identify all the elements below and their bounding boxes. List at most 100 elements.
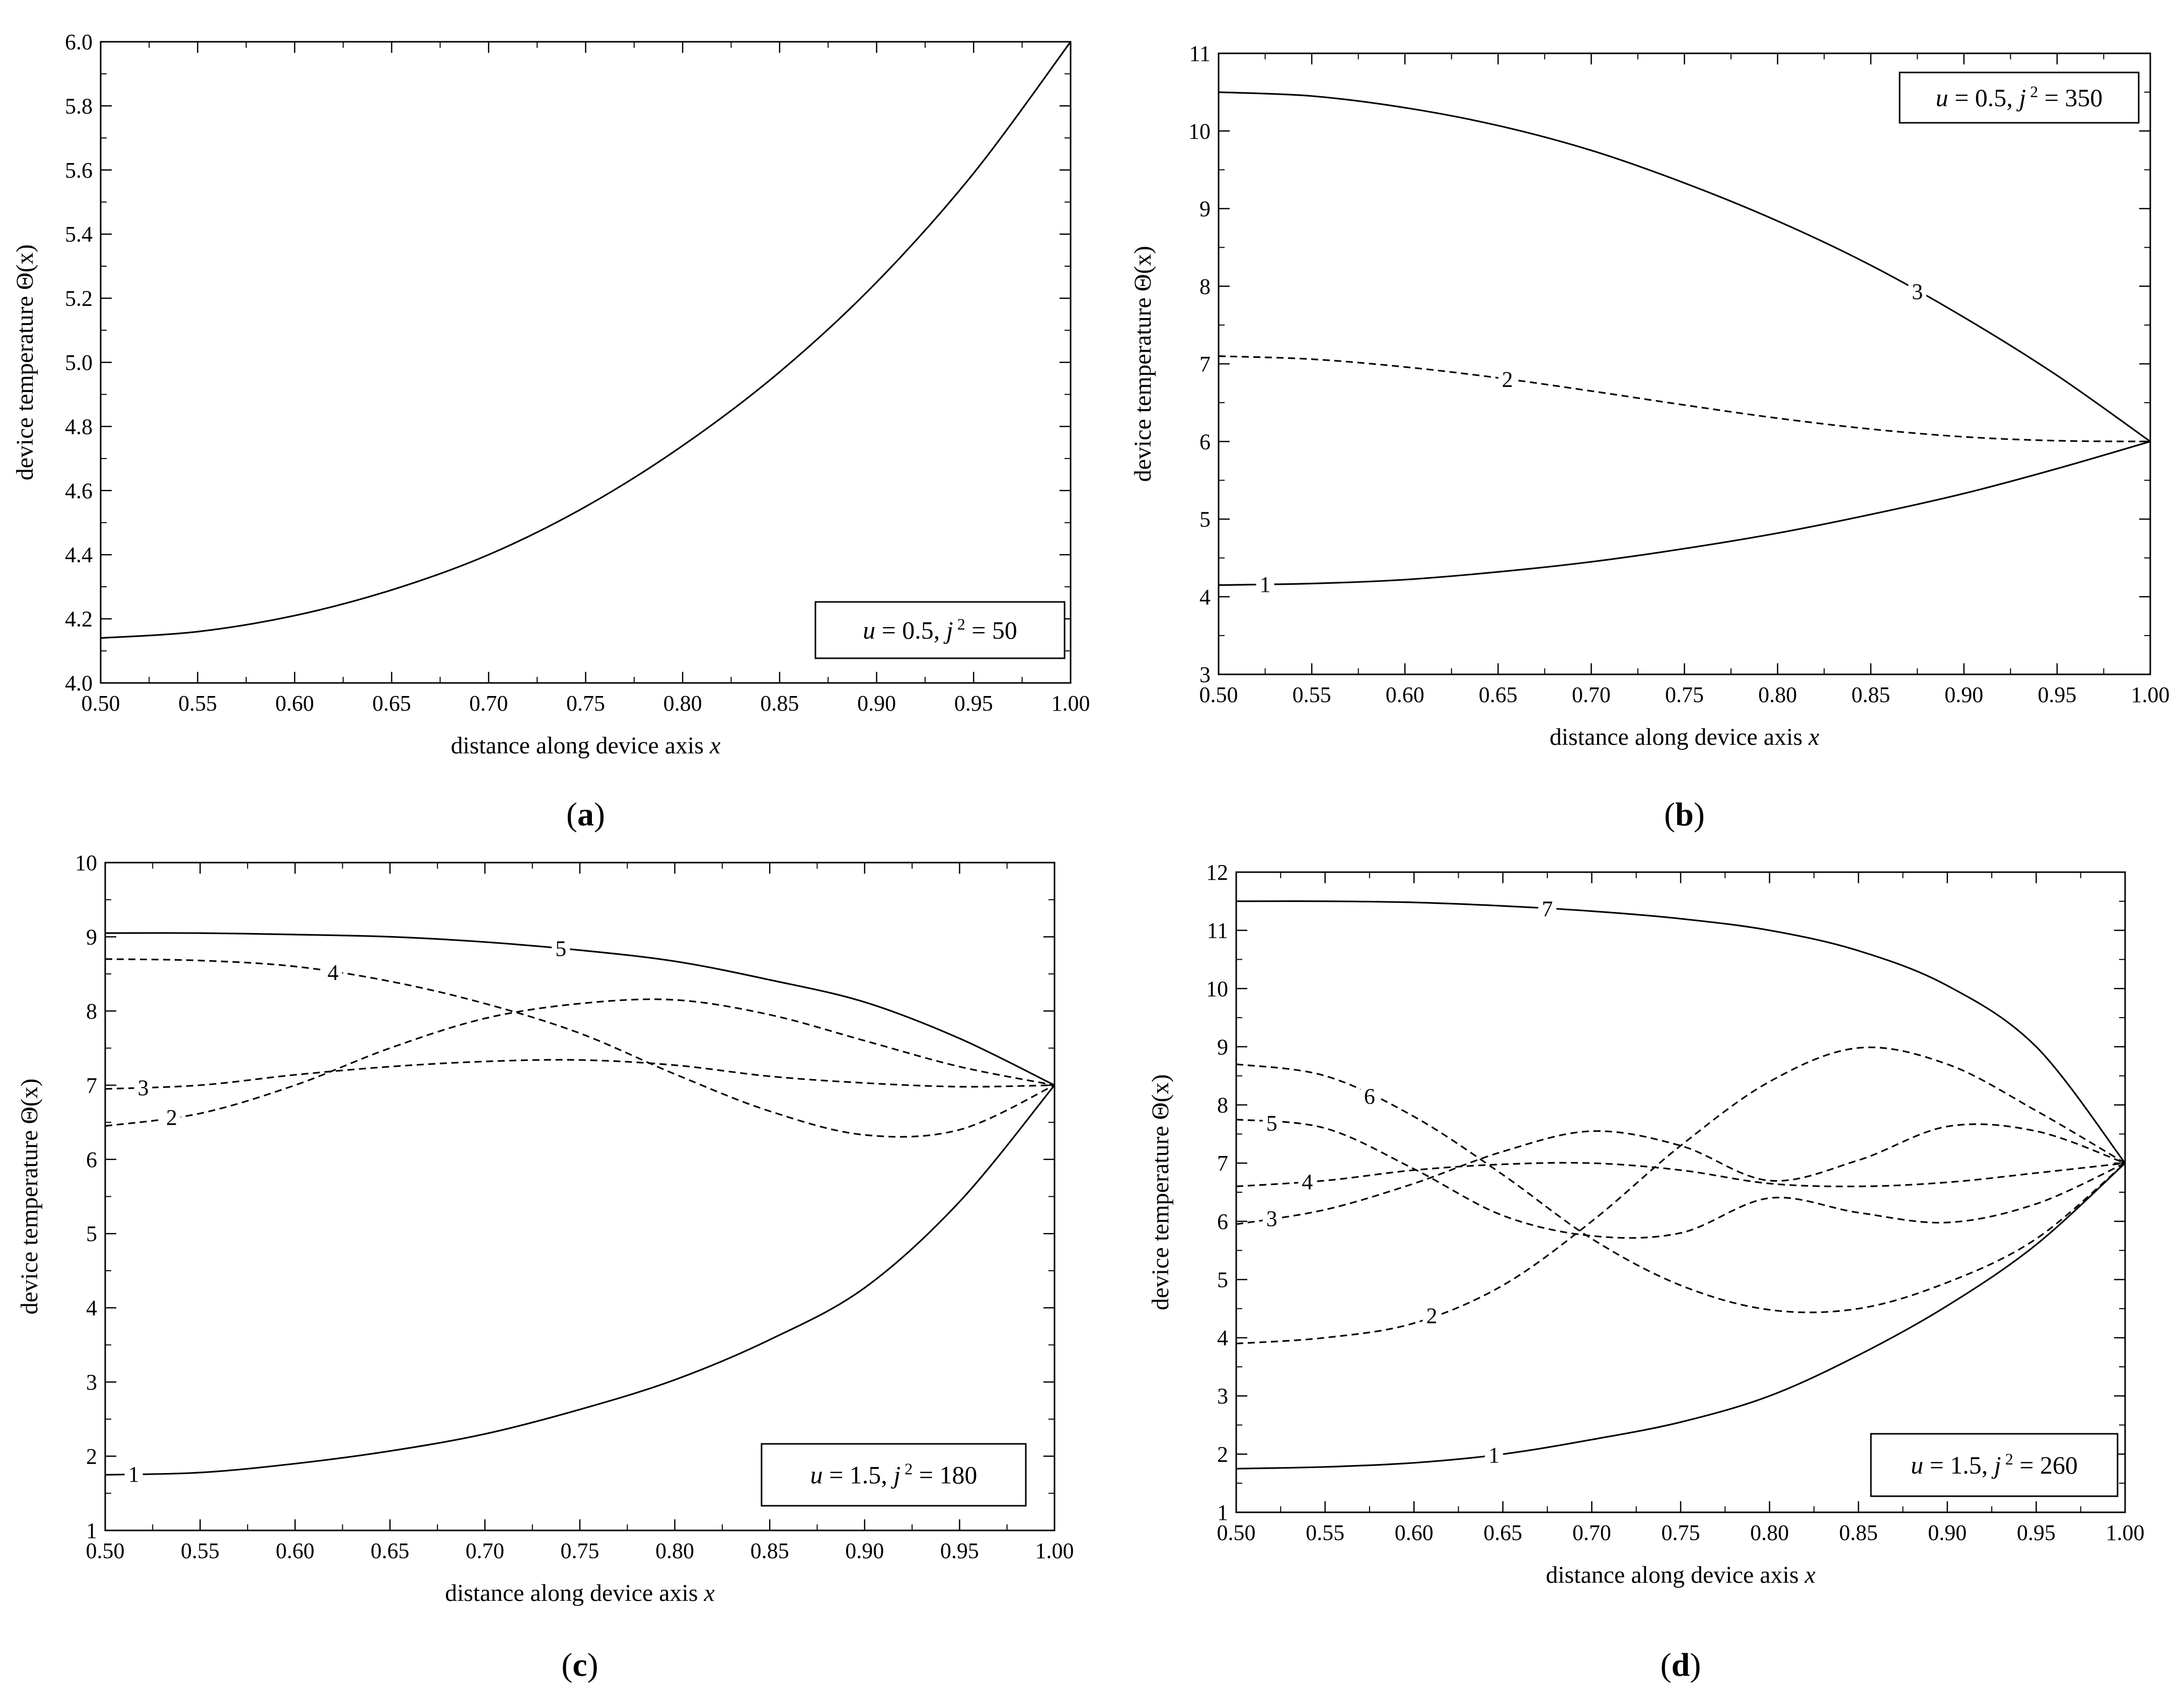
legend-text: u = 0.5, j 2 = 50 [863,615,1017,644]
y-tick-label: 4.8 [65,414,93,439]
panel-label-letter: b [1675,796,1694,833]
curve-label-mask [134,1074,153,1100]
x-tick-label: 0.75 [1662,1520,1700,1545]
y-axis-variable: Θ(x) [1129,246,1156,291]
legend-box [1899,71,2140,124]
series-line-3 [1218,91,2151,442]
panel-label-close: ) [1690,1647,1701,1683]
plot-frame [1235,871,2126,1513]
y-tick-label: 6 [1199,429,1211,454]
y-axis-label: device temperature Θ(x) [12,244,38,480]
y-axis-label: device temperature Θ(x) [1147,1074,1174,1310]
y-tick-label: 5.4 [65,222,93,247]
x-axis-label: distance along device axis x [445,1580,715,1606]
y-tick-label: 1 [1217,1500,1228,1525]
y-tick-label: 12 [1206,860,1228,885]
x-tick-label: 0.65 [372,691,411,716]
y-tick-label: 7 [86,1073,97,1098]
x-tick-label: 0.50 [1217,1520,1256,1545]
series-line-main [100,41,1072,639]
x-tick-label: 1.00 [1051,691,1090,716]
curve-label-6: 6 [1364,1084,1375,1109]
legend-j-exponent: 2 [2026,83,2038,101]
x-tick-label: 0.80 [663,691,702,716]
curve-label-1: 1 [1260,572,1271,597]
x-tick-label: 0.80 [1758,682,1797,707]
y-tick-label: 2 [86,1444,97,1469]
y-tick-label: 4.4 [65,543,93,567]
x-tick-label: 0.65 [1479,682,1518,707]
curve-label-4: 4 [1302,1170,1313,1194]
y-tick-label: 10 [1188,119,1211,143]
curve-label-mask [1256,571,1274,597]
curve-label-3: 3 [137,1075,148,1100]
x-axis-title: distance along device axis [1550,724,1809,750]
panel-label: (d) [1661,1647,1701,1683]
legend-j-exponent: 2 [2001,1450,2013,1468]
x-tick-label: 0.95 [2038,682,2076,707]
x-tick-label: 0.50 [86,1538,125,1563]
x-axis-title: distance along device axis [445,1580,704,1606]
curve-label-3: 3 [1266,1206,1277,1231]
x-tick-label: 1.00 [2131,682,2170,707]
x-tick-label: 0.60 [275,691,314,716]
series-line-4 [105,958,1055,1138]
x-tick-label: 0.85 [750,1538,789,1563]
y-axis-variable: Θ(x) [12,244,38,290]
curve-label-2: 2 [1502,367,1513,392]
chart-panel-b: 0.50 0.55 0.60 0.65 0.70 0.75 0.80 0.85 0.90 0.95… [1129,41,2170,833]
legend-u-eq: = [1923,1451,1950,1479]
chart-panel-c: 0.50 0.55 0.60 0.65 0.70 0.75 0.80 0.85 0.90 0.95… [16,851,1074,1683]
curve-label-2: 2 [1426,1303,1438,1328]
series-line-1 [1218,440,2151,586]
x-tick-label: 0.55 [1293,682,1331,707]
legend-u-symbol: u [1936,84,1948,112]
series-line-2 [1236,1046,2126,1345]
legend-j-eq: = [2013,1451,2040,1479]
panel-label-open: ( [561,1647,572,1683]
legend-sep: , [1982,1451,1994,1479]
x-axis-label: distance along device axis x [1550,724,1820,750]
y-tick-label: 9 [1217,1035,1228,1059]
y-tick-label: 5 [1199,507,1211,532]
curve-label-mask [552,935,570,961]
legend-u-symbol: u [1911,1451,1923,1479]
series-line-5 [1236,1118,2126,1239]
x-tick-label: 0.85 [1851,682,1890,707]
panel-label: (c) [561,1647,598,1683]
x-tick-label: 1.00 [2106,1520,2145,1545]
x-tick-label: 0.65 [1483,1520,1522,1545]
x-tick-label: 0.95 [954,691,993,716]
legend-u-value: 1.5 [850,1461,881,1489]
series-line-3 [1236,1123,2126,1225]
y-axis-label: device temperature Θ(x) [16,1078,43,1315]
y-tick-label: 3 [1199,662,1211,687]
curve-label-mask [1908,278,1927,303]
legend-j-eq: = [965,616,992,644]
curve-label-mask [324,959,342,985]
x-axis-variable: x [1804,1562,1816,1588]
legend-box [761,1443,1027,1507]
legend-u-value: 1.5 [1950,1451,1982,1479]
y-tick-label: 9 [86,924,97,949]
panel-label-letter: a [577,796,594,833]
panel-label-close: ) [1694,796,1705,833]
curve-label-mask [1498,366,1517,392]
curve-label-7: 7 [1542,896,1553,921]
x-tick-label: 0.75 [1665,682,1704,707]
y-tick-label: 2 [1217,1442,1228,1467]
legend-u-eq: = [1948,84,1975,112]
y-tick-label: 10 [1206,976,1228,1001]
x-axis-variable: x [1808,724,1819,750]
x-tick-label: 0.60 [276,1538,315,1563]
x-tick-label: 0.75 [566,691,605,716]
legend-box [1870,1433,2119,1497]
y-tick-label: 7 [1217,1151,1228,1176]
curve-label-5: 5 [1266,1111,1277,1135]
curve-label-2: 2 [166,1105,177,1130]
x-tick-label: 0.95 [940,1538,979,1563]
x-tick-label: 0.55 [181,1538,219,1563]
y-tick-label: 11 [1189,41,1211,66]
y-tick-label: 6.0 [65,30,93,54]
